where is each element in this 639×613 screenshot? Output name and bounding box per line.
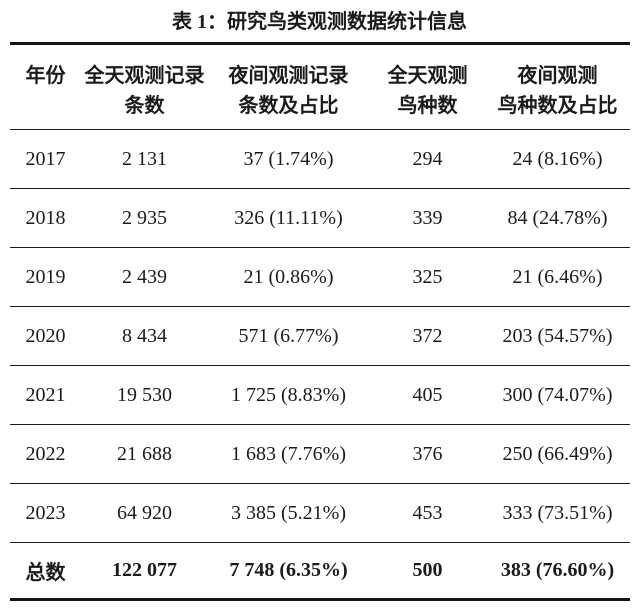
cell-allday-species: 376: [412, 442, 443, 465]
cell-night-species: 24 (8.16%): [512, 147, 603, 170]
header-allday-species: 全天观测 鸟种数: [370, 44, 486, 130]
cell-night-species: 84 (24.78%): [507, 206, 608, 229]
cell-year: 2023: [25, 501, 66, 524]
cell-year: 2018: [25, 206, 66, 229]
cell-night-species: 203 (54.57%): [502, 324, 613, 347]
cell-year: 2020: [25, 324, 66, 347]
cell-year: 2017: [25, 147, 66, 170]
header-night-species: 夜间观测 鸟种数及占比: [486, 44, 630, 130]
header-year: 年份: [10, 44, 82, 130]
cell-allday-species: 372: [412, 324, 443, 347]
header-allday-species-line2: 鸟种数: [397, 95, 458, 117]
cell-total-label: 总数: [25, 562, 66, 584]
table-row: 2017 2 131 37 (1.74%) 294 24 (8.16%): [9, 130, 630, 189]
header-allday-records-line2: 条数: [124, 95, 165, 117]
header-night-records-line1: 夜间观测记录: [228, 65, 349, 87]
cell-allday-species: 339: [412, 206, 443, 229]
cell-night-records: 1 683 (7.76%): [231, 442, 346, 465]
cell-allday-records: 2 439: [122, 265, 167, 288]
cell-total-allday-species: 500: [412, 559, 443, 581]
cell-night-species: 300 (74.07%): [502, 383, 613, 406]
table-header-row: 年份 全天观测记录 条数 夜间观测记录 条数及占比 全天观测 鸟种数 夜间观测: [9, 44, 630, 130]
cell-night-records: 37 (1.74%): [243, 147, 334, 170]
header-allday-records: 全天观测记录 条数: [82, 44, 208, 130]
cell-year: 2022: [25, 442, 66, 465]
cell-night-species: 250 (66.49%): [502, 442, 613, 465]
cell-allday-species: 405: [412, 383, 443, 406]
table-row: 2021 19 530 1 725 (8.83%) 405 300 (74.07…: [9, 366, 630, 425]
cell-allday-species: 453: [412, 501, 443, 524]
cell-allday-records: 64 920: [117, 501, 172, 524]
header-night-species-line2: 鸟种数及占比: [497, 95, 618, 117]
cell-night-species: 333 (73.51%): [502, 501, 613, 524]
table-row: 2023 64 920 3 385 (5.21%) 453 333 (73.51…: [9, 484, 630, 543]
table-total-row: 总数 122 077 7 748 (6.35%) 500 383 (76.60%…: [10, 543, 630, 600]
cell-year: 2021: [25, 383, 66, 406]
cell-night-records: 3 385 (5.21%): [231, 501, 346, 524]
table-row: 2018 2 935 326 (11.11%) 339 84 (24.78%): [9, 189, 630, 248]
cell-night-records: 326 (11.11%): [234, 206, 343, 229]
cell-year: 2019: [25, 265, 66, 288]
cell-allday-records: 2 935: [122, 206, 167, 229]
cell-allday-records: 19 530: [117, 383, 172, 406]
header-year-line1: 年份: [25, 65, 66, 87]
header-night-species-line1: 夜间观测: [517, 65, 598, 87]
bird-observation-stats-table: 年份 全天观测记录 条数 夜间观测记录 条数及占比 全天观测 鸟种数 夜间观测: [9, 42, 630, 601]
cell-night-records: 1 725 (8.83%): [231, 383, 346, 406]
cell-total-allday-records: 122 077: [112, 559, 177, 581]
cell-allday-species: 325: [412, 265, 443, 288]
cell-allday-species: 294: [412, 147, 443, 170]
header-allday-records-line1: 全天观测记录: [84, 65, 205, 87]
header-allday-species-line1: 全天观测: [387, 65, 468, 87]
table-row: 2022 21 688 1 683 (7.76%) 376 250 (66.49…: [9, 425, 630, 484]
cell-night-species: 21 (6.46%): [512, 265, 603, 288]
header-night-records-line2: 条数及占比: [238, 95, 339, 117]
cell-total-night-species: 383 (76.60%): [500, 559, 615, 581]
cell-night-records: 21 (0.86%): [243, 265, 334, 288]
cell-allday-records: 2 131: [122, 147, 167, 170]
header-night-records: 夜间观测记录 条数及占比: [208, 44, 370, 130]
cell-night-records: 571 (6.77%): [238, 324, 339, 347]
table-row: 2019 2 439 21 (0.86%) 325 21 (6.46%): [9, 248, 630, 307]
cell-allday-records: 21 688: [117, 442, 172, 465]
table-row: 2020 8 434 571 (6.77%) 372 203 (54.57%): [9, 307, 630, 366]
table-caption: 表 1：研究鸟类观测数据统计信息: [172, 11, 467, 33]
cell-total-night-records: 7 748 (6.35%): [229, 559, 348, 581]
cell-allday-records: 8 434: [122, 324, 167, 347]
